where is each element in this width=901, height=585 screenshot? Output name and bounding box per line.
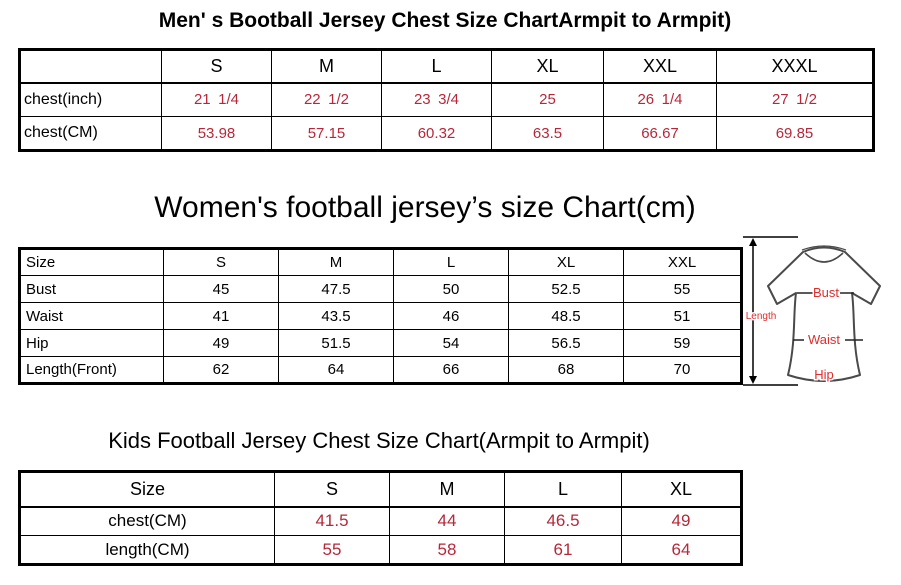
header-cell: XL xyxy=(621,471,742,508)
value-cell: 26 1/4 xyxy=(603,82,717,117)
value-cell: 49 xyxy=(163,329,279,357)
value-cell: 46.5 xyxy=(504,506,622,536)
value-cell: 66.67 xyxy=(603,116,717,151)
value-cell: 63.5 xyxy=(491,116,604,151)
row-label-cell: chest(CM) xyxy=(19,116,162,151)
row-label-cell: Length(Front) xyxy=(19,356,164,384)
header-cell: XXL xyxy=(623,248,742,276)
header-cell: XXXL xyxy=(716,49,874,84)
mens-chart-title: Men' s Bootball Jersey Chest Size ChartA… xyxy=(158,9,732,32)
value-cell: 61 xyxy=(504,535,622,565)
value-cell: 55 xyxy=(274,535,390,565)
value-cell: 45 xyxy=(163,275,279,303)
header-cell: XXL xyxy=(603,49,717,84)
value-cell: 62 xyxy=(163,356,279,384)
value-cell: 49 xyxy=(621,506,742,536)
value-cell: 52.5 xyxy=(508,275,624,303)
value-cell: 48.5 xyxy=(508,302,624,330)
value-cell: 66 xyxy=(393,356,509,384)
value-cell: 68 xyxy=(508,356,624,384)
header-cell: L xyxy=(504,471,622,508)
value-cell: 53.98 xyxy=(161,116,272,151)
value-cell: 58 xyxy=(389,535,505,565)
header-cell xyxy=(19,49,162,84)
value-cell: 47.5 xyxy=(278,275,394,303)
value-cell: 69.85 xyxy=(716,116,874,151)
header-cell: M xyxy=(278,248,394,276)
header-cell: S xyxy=(274,471,390,508)
header-cell: XL xyxy=(508,248,624,276)
header-cell: L xyxy=(381,49,492,84)
measurement-lines xyxy=(793,292,863,341)
mens-size-table: S M L XL XXL XXXL chest(inch) 21 1/4 22 … xyxy=(18,48,875,152)
kids-header-row: Size S M L XL xyxy=(19,471,742,508)
waist-label: Waist xyxy=(808,332,840,347)
value-cell: 55 xyxy=(623,275,742,303)
value-cell: 23 3/4 xyxy=(381,82,492,117)
header-cell: XL xyxy=(491,49,604,84)
value-cell: 21 1/4 xyxy=(161,82,272,117)
header-cell: S xyxy=(163,248,279,276)
value-cell: 64 xyxy=(621,535,742,565)
mens-header-row: S M L XL XXL XXXL xyxy=(19,49,874,84)
womens-hip-row: Hip 49 51.5 54 56.5 59 xyxy=(19,329,742,357)
header-cell: L xyxy=(393,248,509,276)
value-cell: 41 xyxy=(163,302,279,330)
value-cell: 22 1/2 xyxy=(271,82,382,117)
value-cell: 50 xyxy=(393,275,509,303)
row-label-cell: Bust xyxy=(19,275,164,303)
value-cell: 57.15 xyxy=(271,116,382,151)
value-cell: 51 xyxy=(623,302,742,330)
value-cell: 46 xyxy=(393,302,509,330)
value-cell: 41.5 xyxy=(274,506,390,536)
bust-label: Bust xyxy=(813,285,839,300)
womens-length-row: Length(Front) 62 64 66 68 70 xyxy=(19,356,742,384)
kids-length-row: length(CM) 55 58 61 64 xyxy=(19,535,742,565)
row-label-cell: chest(CM) xyxy=(19,506,275,536)
length-label: Length xyxy=(746,311,777,322)
value-cell: 44 xyxy=(389,506,505,536)
mens-chest-cm-row: chest(CM) 53.98 57.15 60.32 63.5 66.67 6… xyxy=(19,116,874,151)
length-arrow xyxy=(749,238,757,384)
kids-chart-title: Kids Football Jersey Chest Size Chart(Ar… xyxy=(108,428,650,453)
value-cell: 27 1/2 xyxy=(716,82,874,117)
tshirt-measurement-diagram: Bust Waist Hip Length xyxy=(743,236,881,386)
row-label-cell: Waist xyxy=(19,302,164,330)
hip-label: Hip xyxy=(814,367,834,382)
row-label-cell: length(CM) xyxy=(19,535,275,565)
value-cell: 54 xyxy=(393,329,509,357)
mens-chest-inch-row: chest(inch) 21 1/4 22 1/2 23 3/4 25 26 1… xyxy=(19,82,874,117)
womens-size-table: Size S M L XL XXL Bust 45 47.5 50 52.5 5… xyxy=(18,247,743,385)
header-cell: Size xyxy=(19,248,164,276)
kids-size-table: Size S M L XL chest(CM) 41.5 44 46.5 49 … xyxy=(18,470,743,566)
header-cell: Size xyxy=(19,471,275,508)
header-cell: M xyxy=(389,471,505,508)
value-cell: 64 xyxy=(278,356,394,384)
value-cell: 25 xyxy=(491,82,604,117)
value-cell: 70 xyxy=(623,356,742,384)
value-cell: 60.32 xyxy=(381,116,492,151)
womens-waist-row: Waist 41 43.5 46 48.5 51 xyxy=(19,302,742,330)
womens-header-row: Size S M L XL XXL xyxy=(19,248,742,276)
value-cell: 59 xyxy=(623,329,742,357)
header-cell: M xyxy=(271,49,382,84)
row-label-cell: Hip xyxy=(19,329,164,357)
womens-bust-row: Bust 45 47.5 50 52.5 55 xyxy=(19,275,742,303)
womens-chart-title: Women's football jersey’s size Chart(cm) xyxy=(154,191,696,224)
header-cell: S xyxy=(161,49,272,84)
tshirt-outline xyxy=(767,245,881,382)
row-label-cell: chest(inch) xyxy=(19,82,162,117)
value-cell: 56.5 xyxy=(508,329,624,357)
value-cell: 43.5 xyxy=(278,302,394,330)
kids-chest-row: chest(CM) 41.5 44 46.5 49 xyxy=(19,506,742,536)
value-cell: 51.5 xyxy=(278,329,394,357)
